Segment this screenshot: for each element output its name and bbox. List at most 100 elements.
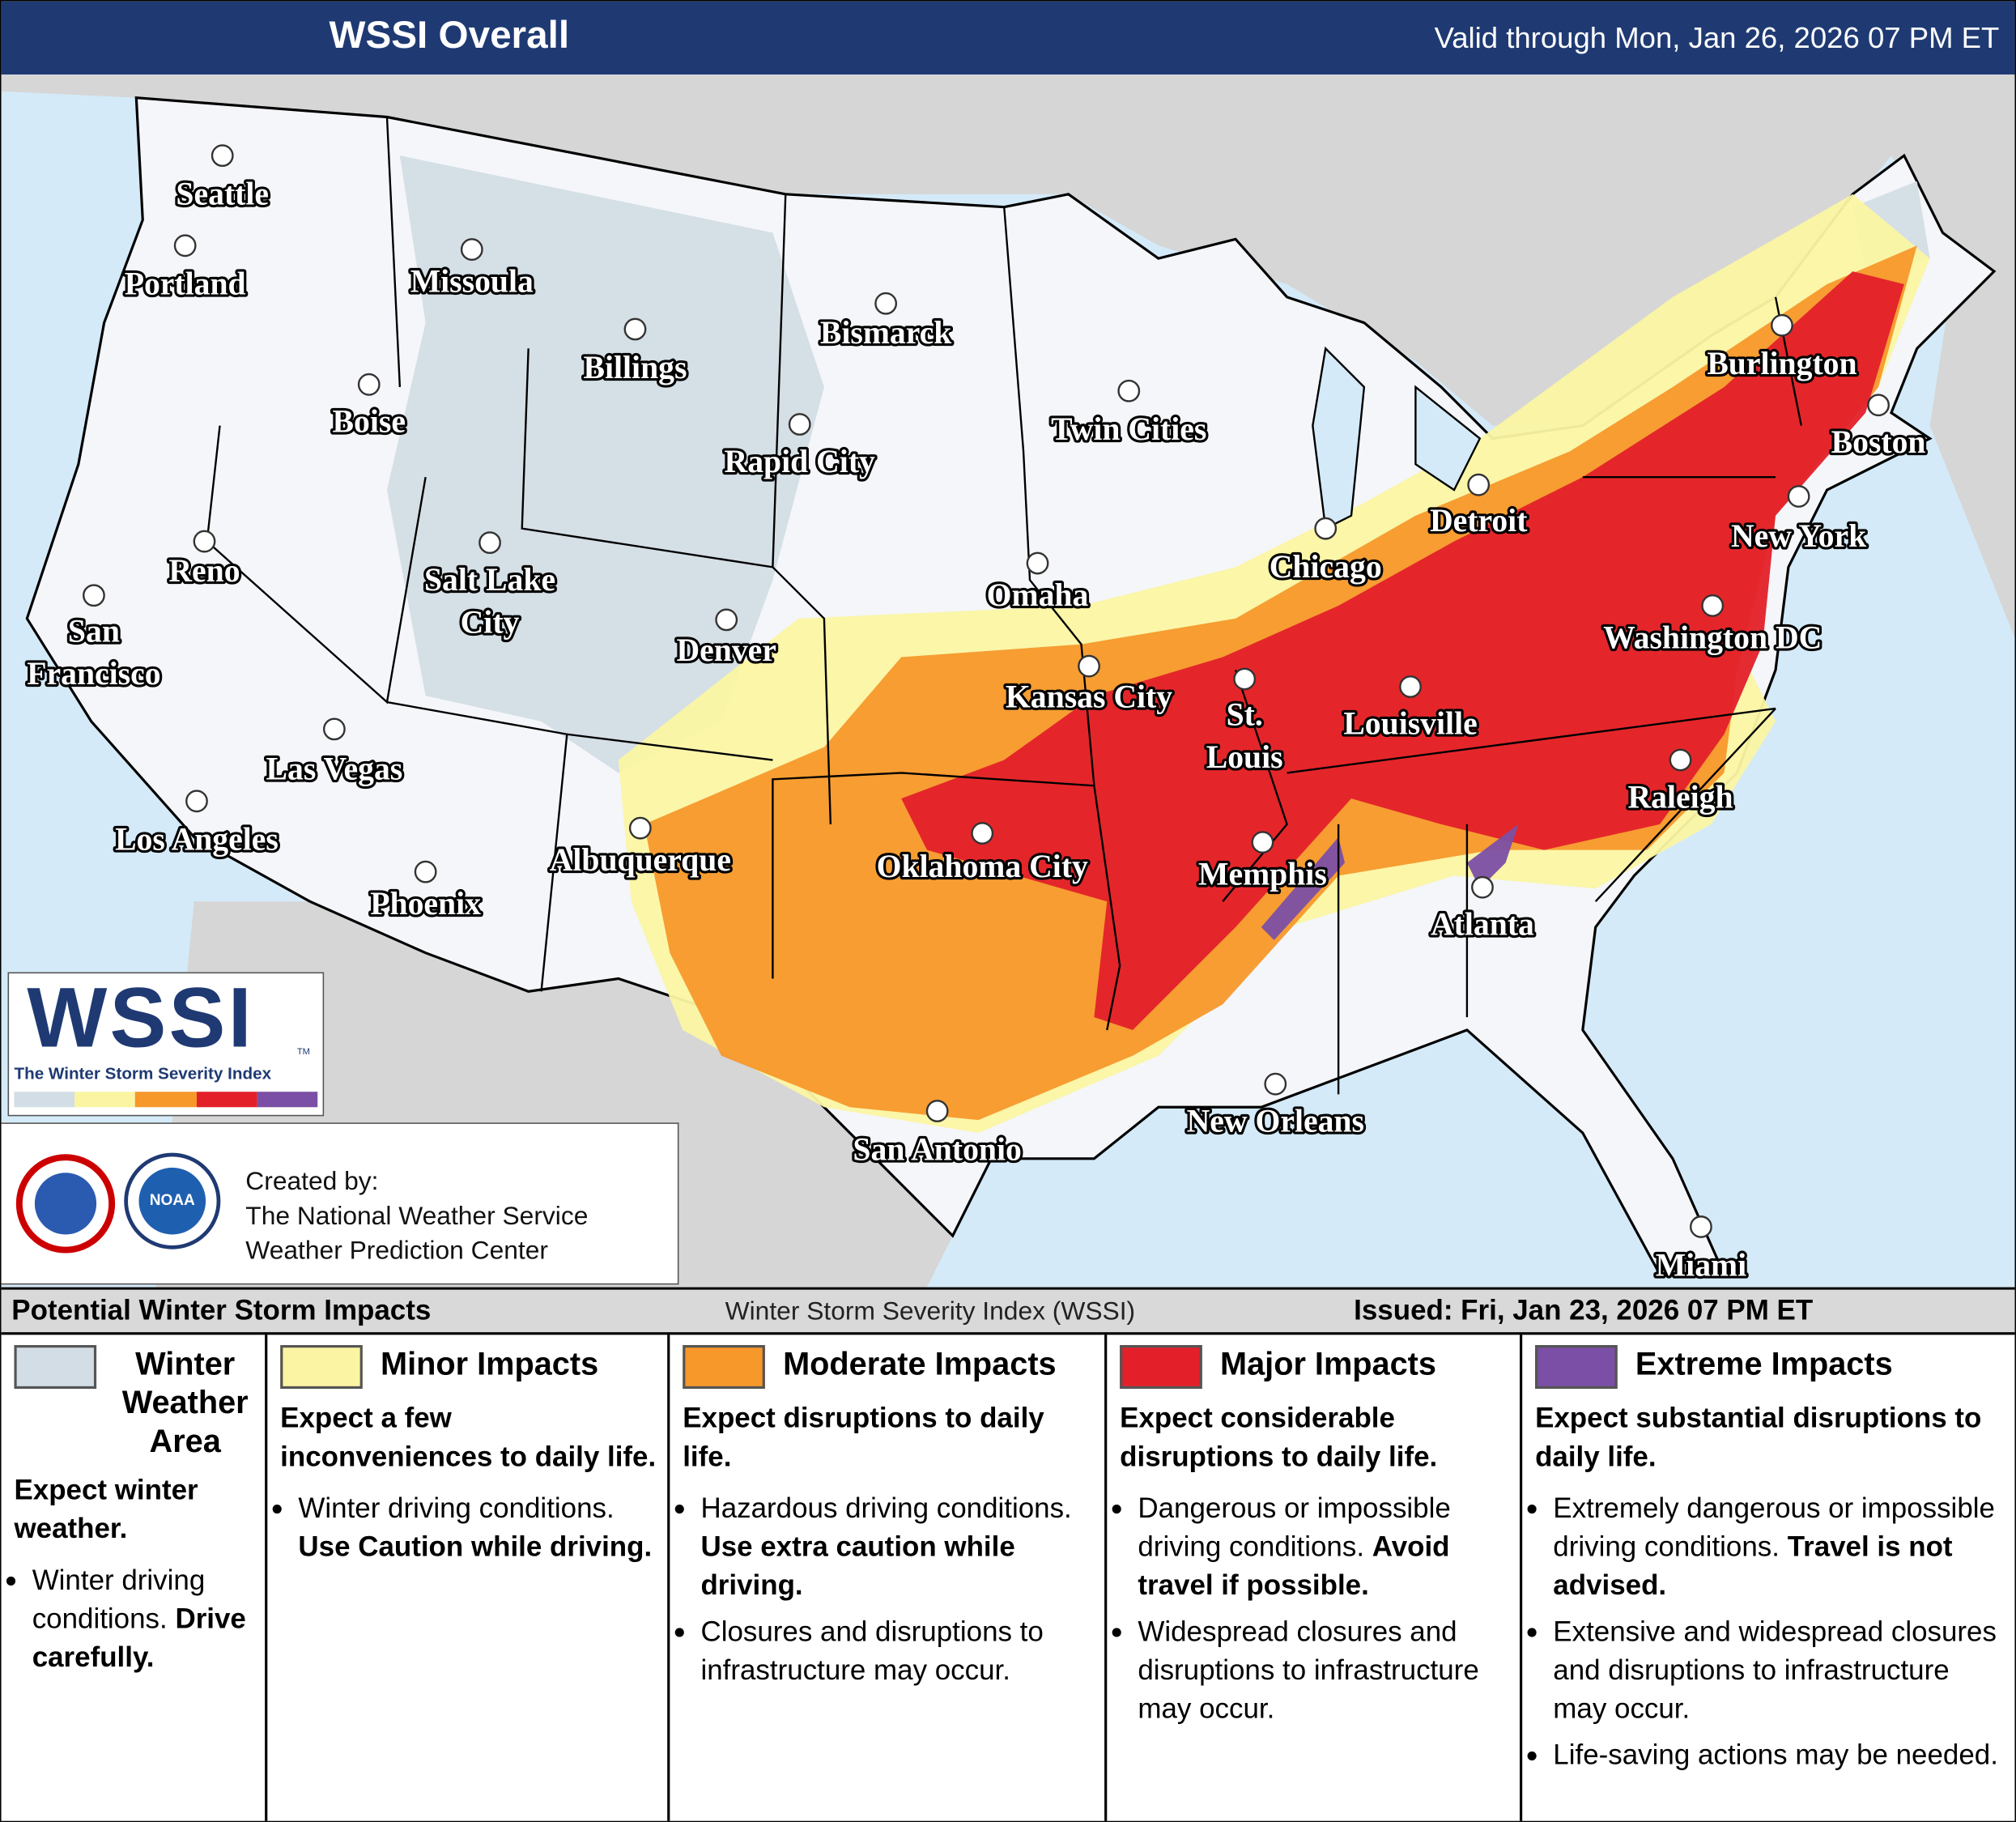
legend-bullet: Extensive and widespread closures and di… — [1553, 1612, 2010, 1728]
city-label: Chicago — [1270, 549, 1382, 585]
city-label: New York — [1731, 518, 1867, 554]
bullet-text: Winter driving conditions. — [32, 1564, 206, 1635]
city-label: Oklahoma City — [877, 849, 1088, 884]
legend-bullet: Closures and disruptions to infrastructu… — [700, 1612, 1096, 1689]
city-label: Omaha — [987, 577, 1089, 613]
bullet-text: Hazardous driving conditions. — [700, 1492, 1072, 1524]
logo-color-strip — [14, 1092, 318, 1108]
city-dot — [1026, 551, 1049, 575]
legend-summary: Expect a few inconveniences to daily lif… — [280, 1401, 657, 1473]
bullet-bold: Use Caution while driving. — [298, 1530, 653, 1563]
legend-bullet: Life-saving actions may be needed. — [1553, 1736, 2010, 1775]
strip-color — [196, 1092, 257, 1108]
city-label: San Francisco — [27, 613, 160, 691]
strip-color — [257, 1092, 318, 1108]
city-dot — [460, 238, 483, 261]
legend-header: Potential Winter Storm Impacts Winter St… — [1, 1289, 2015, 1335]
city-label: Denver — [677, 632, 776, 668]
city-label: Reno — [168, 553, 240, 589]
legend-name: Major Impacts — [1220, 1346, 1436, 1383]
legend-swatch — [683, 1345, 765, 1390]
city-label: San Antonio — [853, 1131, 1021, 1167]
legend-bullet: Extremely dangerous or impossible drivin… — [1553, 1489, 2010, 1605]
city-dot — [478, 531, 501, 555]
city-dot — [193, 530, 216, 553]
bullet-text: Winter driving conditions. — [298, 1492, 615, 1524]
city-label: Billings — [583, 350, 687, 385]
title: WSSI Overall — [329, 14, 570, 57]
credits-text: Created by: The National Weather Service… — [245, 1165, 588, 1270]
legend-heading: Minor Impacts — [280, 1345, 659, 1390]
legend-column: Minor Impacts Expect a few inconveniences… — [267, 1335, 670, 1821]
bullet-bold: Use extra caution while driving. — [700, 1530, 1015, 1602]
city-labels: Seattle Portland Missoula Billings Bismarck B… — [24, 144, 1929, 1285]
city-dot — [1264, 1072, 1287, 1096]
legend-bullets: Winter driving conditions. Drive careful… — [14, 1561, 257, 1677]
logo-subtitle: The Winter Storm Severity Index — [14, 1063, 272, 1083]
bullet-bold: Travel is not advised. — [1553, 1530, 1953, 1602]
city-label: Rapid City — [725, 444, 876, 479]
city-dot — [211, 144, 234, 168]
noaa-logo-center — [138, 1167, 206, 1235]
legend-bullet: Widespread closures and disruptions to i… — [1138, 1612, 1512, 1728]
legend-name: Minor Impacts — [381, 1346, 599, 1383]
legend-title: Potential Winter Storm Impacts — [11, 1293, 432, 1326]
city-dot — [1471, 875, 1494, 899]
city-dot — [357, 372, 381, 396]
legend-summary: Expect substantial disruptions to daily … — [1535, 1401, 1982, 1473]
legend-swatch — [1120, 1345, 1202, 1390]
bullet-bold: Avoid travel if possible. — [1138, 1530, 1450, 1602]
bullet-text: Widespread closures and disruptions to i… — [1138, 1615, 1479, 1725]
bullet-text: Dangerous or impossible driving conditio… — [1138, 1492, 1451, 1563]
legend: Potential Winter Storm Impacts Winter St… — [1, 1287, 2015, 1821]
city-dot — [788, 413, 811, 436]
city-label: Memphis — [1198, 857, 1327, 892]
great-lakes — [1312, 346, 1482, 530]
city-dot — [1787, 485, 1810, 508]
city-dot — [414, 860, 437, 883]
impact-zones — [386, 155, 1930, 1134]
bullet-bold: Drive carefully. — [32, 1602, 246, 1673]
city-dot — [1867, 394, 1890, 417]
city-label: Phoenix — [370, 886, 481, 922]
city-dot — [925, 1100, 949, 1122]
legend-swatch — [1535, 1345, 1618, 1390]
credits-label: Created by: — [245, 1167, 379, 1196]
map: Seattle Portland Missoula Billings Bismarck B… — [1, 74, 2015, 1288]
city-label: Albuquerque — [550, 842, 731, 878]
impact-zone — [901, 271, 1904, 1030]
city-label: Louisville — [1343, 706, 1477, 742]
legend-column: Moderate Impacts Expect disruptions to da… — [670, 1335, 1108, 1821]
bullet-text: Life-saving actions may be needed. — [1553, 1738, 1998, 1771]
strip-color — [135, 1092, 197, 1108]
credits-line: Weather Prediction Center — [245, 1237, 548, 1266]
credits: NOAA Created by: The National Weather Se… — [1, 1122, 679, 1285]
legend-swatch — [14, 1345, 97, 1390]
legend-swatch — [280, 1345, 363, 1390]
city-dot — [1467, 473, 1491, 496]
strip-color — [74, 1092, 136, 1108]
strip-color — [14, 1092, 75, 1108]
noaa-text: NOAA — [150, 1192, 195, 1209]
city-dot — [715, 608, 738, 632]
city-dot — [623, 317, 647, 341]
city-dot — [322, 717, 346, 741]
legend-heading: Extreme Impacts — [1535, 1345, 2010, 1390]
city-dot — [1399, 675, 1422, 698]
legend-column: Extreme Impacts Expect substantial disrup… — [1522, 1335, 2014, 1820]
bullet-text: Closures and disruptions to infrastructu… — [700, 1615, 1044, 1686]
legend-bullet: Winter driving conditions. Drive careful… — [32, 1561, 257, 1677]
canada — [1, 74, 2015, 638]
legend-bullet: Hazardous driving conditions. Use extra … — [700, 1489, 1096, 1605]
legend-bullets: Winter driving conditions. Use Caution w… — [280, 1489, 659, 1566]
city-dot — [1669, 748, 1692, 772]
impact-zone — [386, 155, 1930, 773]
legend-bullets: Extremely dangerous or impossible drivin… — [1535, 1489, 2010, 1775]
legend-column: Winter Weather Area Expect winter weather… — [2, 1335, 268, 1821]
logo-title: WSSI — [27, 969, 254, 1065]
city-dot — [971, 822, 994, 845]
city-label: Portland — [125, 266, 246, 302]
city-label: Burlington — [1707, 346, 1857, 381]
legend-heading: Winter Weather Area — [14, 1345, 257, 1461]
